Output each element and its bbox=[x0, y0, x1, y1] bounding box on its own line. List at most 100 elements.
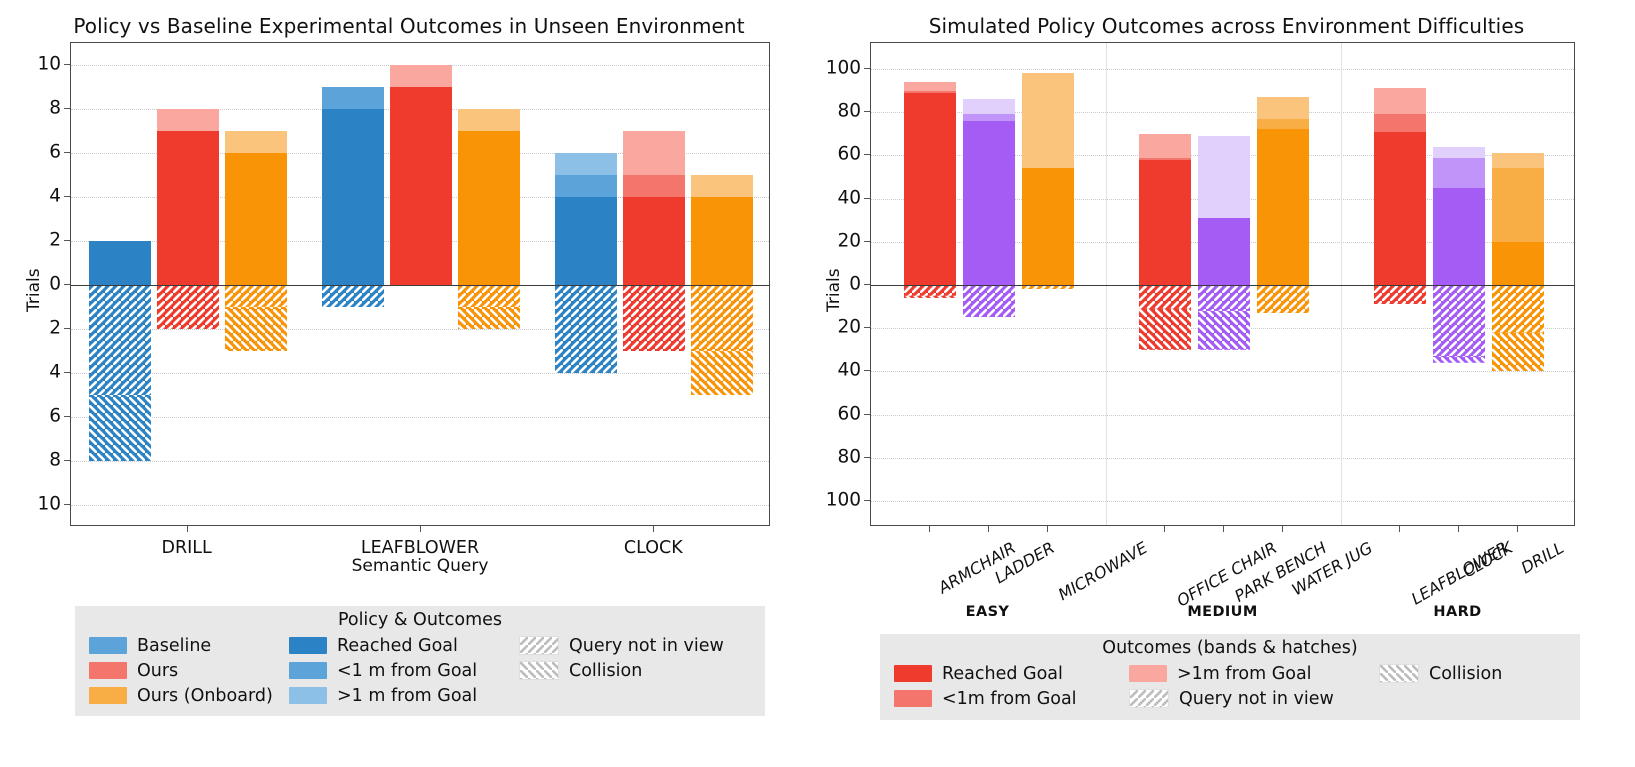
x-tick-label-drill: DRILL bbox=[1517, 538, 1567, 578]
right-plot-area bbox=[870, 42, 1575, 526]
gridline bbox=[71, 329, 769, 330]
gridline bbox=[71, 373, 769, 374]
hatch-query-not-in-view bbox=[962, 285, 1015, 318]
gridline bbox=[871, 68, 1574, 70]
gridline bbox=[871, 414, 1574, 416]
x-tick-mark bbox=[186, 526, 188, 532]
legend-swatch-red-dark bbox=[894, 665, 932, 682]
left-x-axis-label: Semantic Query bbox=[351, 556, 489, 576]
difficulty-label-easy: EASY bbox=[965, 604, 1010, 620]
x-tick-mark bbox=[1222, 526, 1224, 532]
legend-entry-label: <1m from Goal bbox=[942, 688, 1077, 709]
legend-entry-label: >1 m from Goal bbox=[337, 685, 478, 706]
band-reached-goal bbox=[458, 131, 520, 285]
legend-entry[interactable]: Baseline bbox=[89, 633, 289, 658]
band-reached-goal bbox=[1373, 131, 1426, 285]
y-tick-mark bbox=[64, 416, 70, 417]
right-legend: Outcomes (bands & hatches) Reached Goal <… bbox=[880, 634, 1580, 720]
band-reached-goal bbox=[555, 197, 618, 285]
x-tick-label-drill: DRILL bbox=[161, 538, 212, 558]
y-tick-label: 4 bbox=[49, 185, 61, 207]
legend-entry[interactable]: Collision bbox=[519, 658, 769, 683]
left-chart-panel: Policy vs Baseline Experimental Outcomes… bbox=[24, 14, 770, 716]
y-tick-mark bbox=[864, 197, 870, 199]
band-reached-goal bbox=[623, 197, 686, 285]
legend-entry-label: Baseline bbox=[137, 635, 212, 656]
legend-entry[interactable]: Reached Goal bbox=[894, 661, 1129, 686]
legend-entry-label: Reached Goal bbox=[942, 663, 1063, 684]
legend-entry[interactable]: <1m from Goal bbox=[894, 686, 1129, 711]
gridline bbox=[871, 112, 1574, 114]
legend-entry-label: <1 m from Goal bbox=[337, 660, 478, 681]
difficulty-label-medium: MEDIUM bbox=[1187, 604, 1258, 620]
legend-swatch-red-mid bbox=[894, 690, 932, 707]
band-reached-goal bbox=[322, 109, 384, 285]
legend-entry[interactable]: >1 m from Goal bbox=[289, 683, 519, 708]
x-tick-label-clock: CLOCK bbox=[623, 538, 683, 558]
legend-entry-label: Ours bbox=[137, 660, 179, 681]
y-tick-label: 6 bbox=[49, 141, 61, 163]
y-tick-mark bbox=[64, 108, 70, 109]
hatch-query-not-in-view bbox=[1432, 285, 1485, 357]
legend-entry-label: Query not in view bbox=[1179, 688, 1334, 709]
y-tick-label: 10 bbox=[37, 493, 61, 515]
y-tick-label: 60 bbox=[837, 403, 861, 425]
right-chart-title: Simulated Policy Outcomes across Environ… bbox=[928, 14, 1525, 38]
y-tick-mark bbox=[864, 67, 870, 69]
legend-entry-label: Reached Goal bbox=[337, 635, 458, 656]
band-reached-goal bbox=[962, 120, 1015, 285]
y-tick-label: 20 bbox=[837, 230, 861, 252]
legend-entry-label: Collision bbox=[1429, 663, 1503, 684]
legend-swatch-hatch-icon bbox=[1129, 689, 1169, 708]
y-tick-mark bbox=[864, 327, 870, 329]
legend-entry[interactable]: <1 m from Goal bbox=[289, 658, 519, 683]
legend-swatch-blue-light bbox=[289, 687, 327, 704]
legend-swatch-red-light bbox=[1129, 665, 1167, 682]
x-tick-mark bbox=[1398, 526, 1400, 532]
y-tick-mark bbox=[64, 460, 70, 461]
legend-entry[interactable]: Ours bbox=[89, 658, 289, 683]
y-tick-label: 40 bbox=[837, 187, 861, 209]
legend-swatch-hatch-icon bbox=[519, 661, 559, 680]
legend-entry[interactable]: Collision bbox=[1379, 661, 1579, 686]
y-tick-mark bbox=[864, 154, 870, 156]
legend-entry[interactable]: Ours (Onboard) bbox=[89, 683, 289, 708]
legend-swatch-orange-mid bbox=[89, 687, 127, 704]
legend-entry[interactable]: Reached Goal bbox=[289, 633, 519, 658]
y-tick-label: 20 bbox=[837, 316, 861, 338]
left-chart-title: Policy vs Baseline Experimental Outcomes… bbox=[73, 14, 745, 38]
gridline bbox=[871, 371, 1574, 373]
x-tick-label-microwave: MICROWAVE bbox=[1054, 538, 1151, 605]
hatch-query-not-in-view bbox=[1138, 285, 1191, 309]
legend-entry[interactable]: Query not in view bbox=[519, 633, 769, 658]
y-tick-label: 80 bbox=[837, 446, 861, 468]
y-tick-mark bbox=[64, 152, 70, 153]
legend-entry-label: Ours (Onboard) bbox=[137, 685, 273, 706]
y-tick-label: 0 bbox=[49, 273, 61, 295]
y-tick-label: 0 bbox=[849, 273, 861, 295]
legend-entry[interactable]: Query not in view bbox=[1129, 686, 1379, 711]
y-tick-mark bbox=[864, 456, 870, 458]
x-tick-mark bbox=[653, 526, 655, 532]
x-tick-mark bbox=[987, 526, 989, 532]
difficulty-label-hard: HARD bbox=[1433, 604, 1482, 620]
band-reached-goal bbox=[390, 87, 452, 285]
legend-entry[interactable]: >1m from Goal bbox=[1129, 661, 1379, 686]
hatch-query-not-in-view bbox=[224, 285, 287, 307]
hatch-query-not-in-view bbox=[156, 285, 219, 329]
y-tick-mark bbox=[864, 370, 870, 372]
x-tick-label-clock: CLOCK bbox=[1459, 538, 1516, 582]
zero-line bbox=[871, 285, 1574, 286]
y-tick-label: 8 bbox=[49, 97, 61, 119]
band-reached-goal bbox=[224, 153, 287, 285]
x-tick-mark bbox=[1516, 526, 1518, 532]
legend-swatch-red-mid bbox=[89, 662, 127, 679]
band-reached-goal bbox=[691, 197, 754, 285]
band-reached-goal bbox=[1491, 241, 1544, 285]
gridline bbox=[871, 501, 1574, 503]
y-tick-mark bbox=[64, 284, 70, 285]
y-tick-label: 60 bbox=[837, 143, 861, 165]
y-tick-mark bbox=[864, 413, 870, 415]
y-tick-mark bbox=[864, 111, 870, 113]
group-separator bbox=[1106, 43, 1107, 525]
